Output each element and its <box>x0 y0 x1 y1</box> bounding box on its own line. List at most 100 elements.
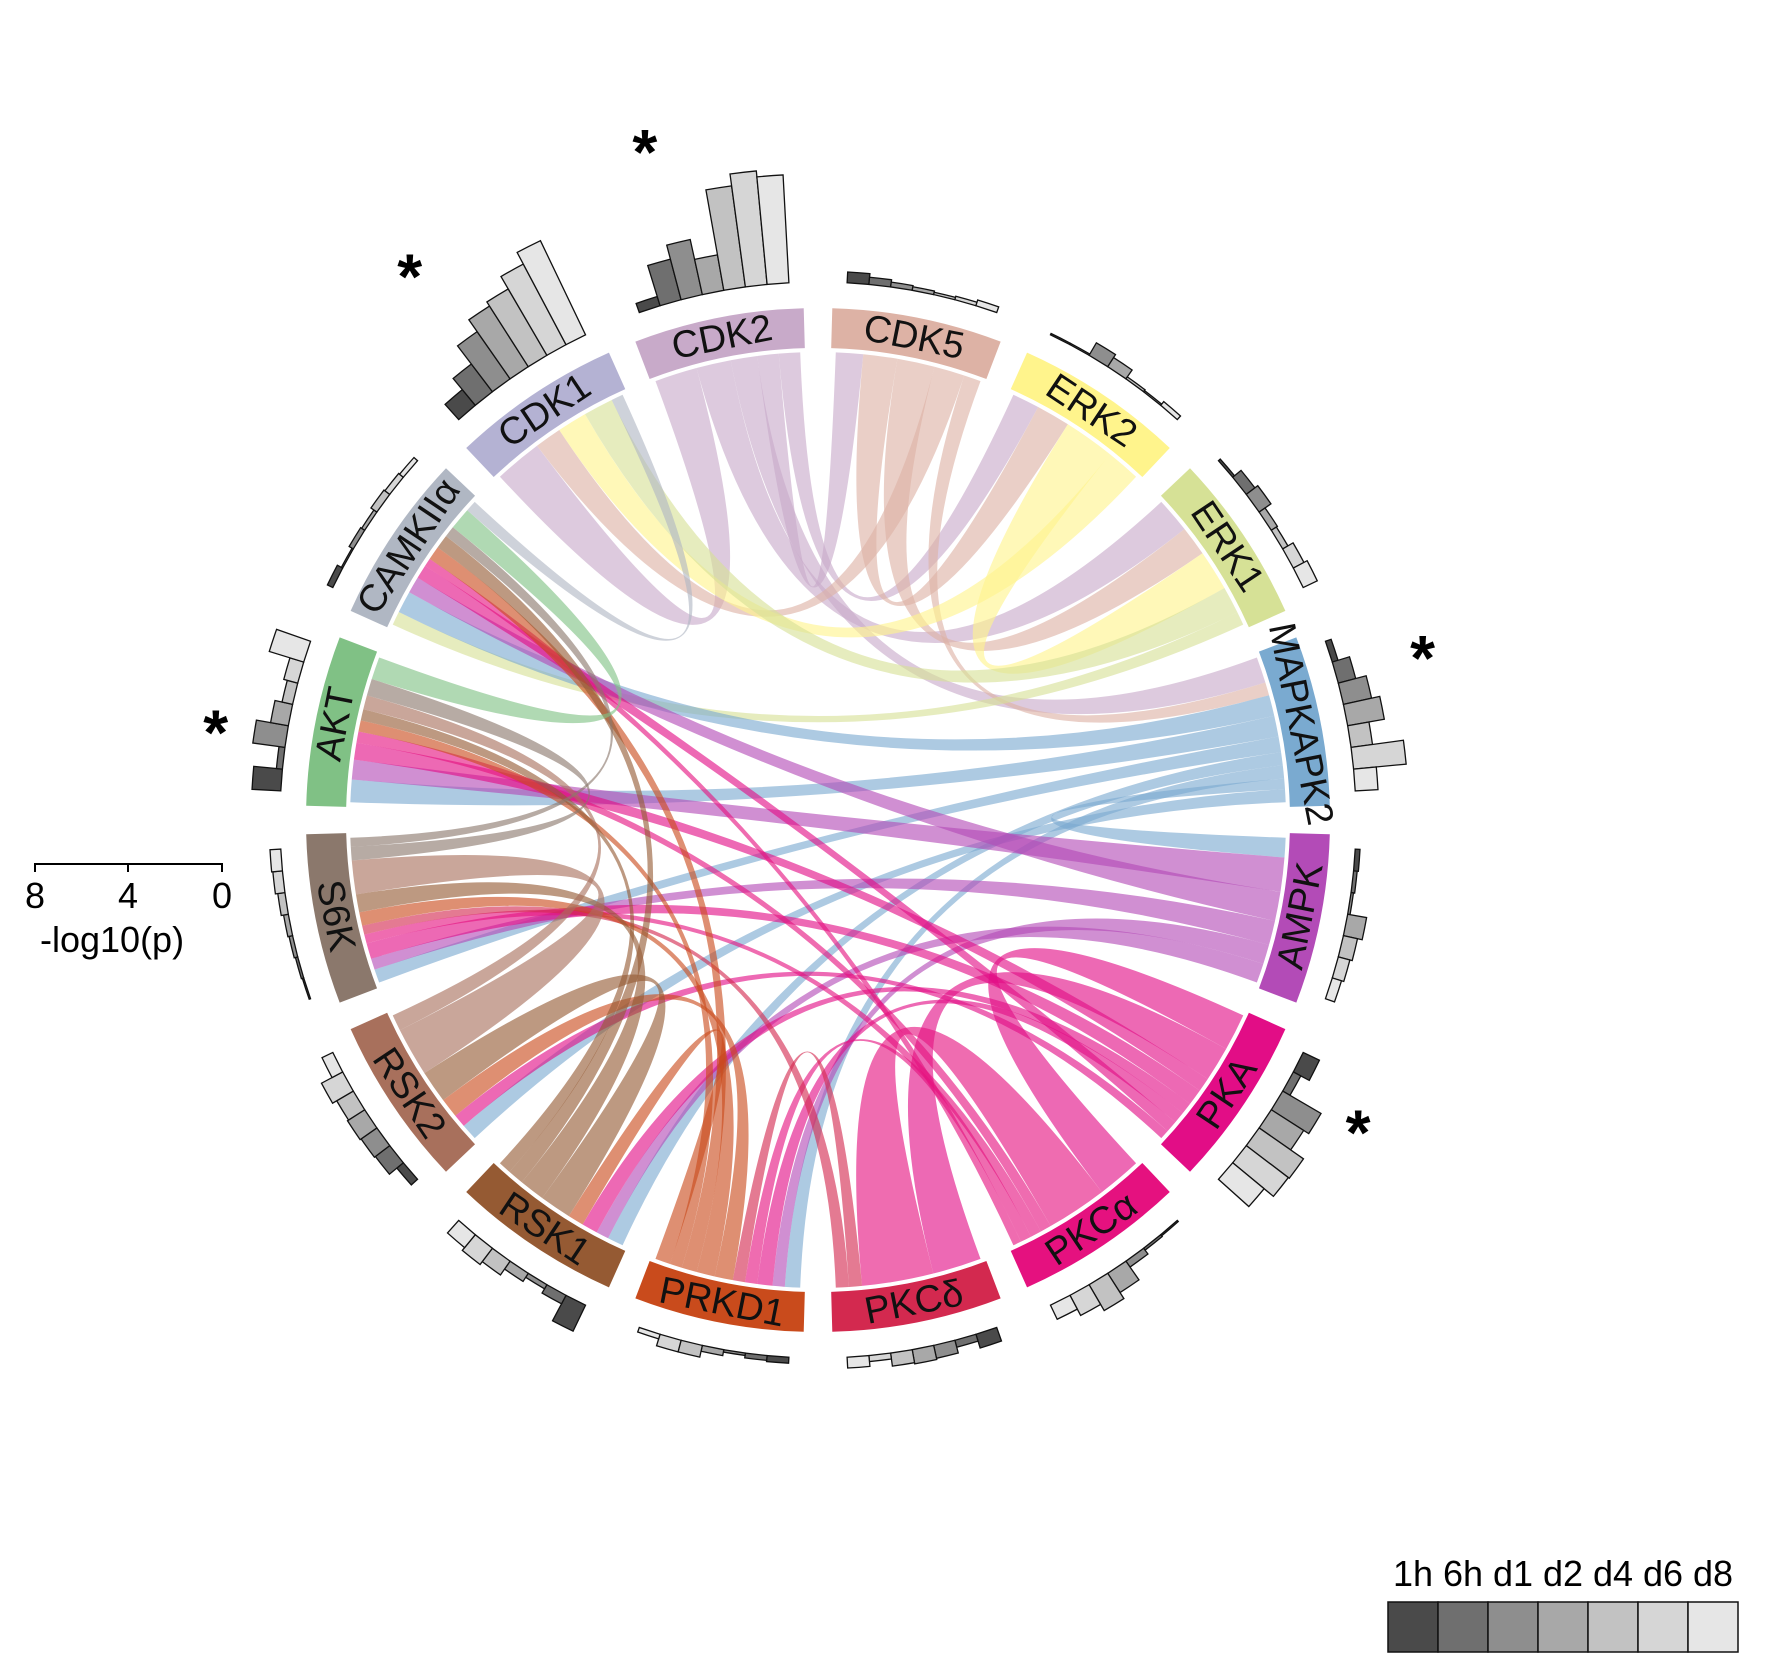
timecourse-bar <box>846 1354 871 1369</box>
chord-link <box>350 715 1279 806</box>
timecourse-bar <box>1125 1247 1149 1268</box>
timecourse-bar <box>765 1354 790 1364</box>
timecourse-bar <box>1350 739 1407 770</box>
chord-link <box>351 854 605 1074</box>
timecourse-bar <box>911 286 936 296</box>
time-legend: 1h 6h d1 d2 d4 d6 d8 <box>1387 1553 1739 1653</box>
timecourse-bar <box>340 547 355 569</box>
timecourse-bar <box>1125 375 1146 393</box>
timecourse-bar <box>326 564 344 589</box>
timecourse-bar <box>1159 1219 1180 1237</box>
timecourse-bar <box>446 1219 477 1249</box>
timecourse-bar <box>277 891 290 917</box>
timecourse-bar <box>1324 977 1343 1003</box>
chord-link <box>499 368 731 625</box>
legend-label: d6 <box>1643 1553 1683 1594</box>
sector-arc <box>466 352 626 478</box>
sector-label: AKT <box>308 684 364 765</box>
timecourse-bar <box>846 271 871 286</box>
timecourse-bar <box>275 745 286 770</box>
timecourse-bar <box>1350 870 1358 894</box>
timecourse-bar <box>635 295 661 314</box>
timecourse-bar <box>269 848 284 873</box>
timecourse-bar <box>744 1352 768 1362</box>
timecourse-bar <box>975 299 1000 314</box>
sector-arc <box>350 1012 476 1172</box>
legend-swatch <box>1687 1601 1739 1653</box>
chord-link <box>424 974 666 1217</box>
chord-link <box>537 366 965 617</box>
chord-link <box>374 736 1282 983</box>
timecourse-bar <box>868 276 893 288</box>
legend-label: d4 <box>1593 1553 1633 1594</box>
chord-link <box>856 354 1068 607</box>
timecourse-bars: * * * * * <box>203 116 1435 1369</box>
chord-link <box>351 759 1285 892</box>
timecourse-bar <box>868 1352 893 1363</box>
chord-link <box>559 414 1137 638</box>
sector-arc <box>1258 833 1330 1003</box>
timecourse-bar <box>954 1333 979 1349</box>
timecourse-bar <box>384 472 405 496</box>
chord-link <box>856 1026 1102 1286</box>
legend-label: d8 <box>1693 1553 1733 1594</box>
pvalue-axis: 8 4 0 -log10(p) <box>25 863 232 960</box>
timecourse-bar <box>756 174 790 286</box>
sector-arc <box>306 833 378 1003</box>
chord-link <box>732 1051 863 1287</box>
timecourse-bar <box>636 1326 661 1340</box>
timecourse-bar <box>1346 891 1355 916</box>
timecourse-bar <box>1217 458 1236 479</box>
sector-arc <box>306 637 378 807</box>
timecourse-bar <box>975 1326 1003 1349</box>
timecourse-bar <box>954 295 978 307</box>
timecourse-bar <box>1049 332 1072 346</box>
axis-tick-label: 0 <box>212 875 232 916</box>
legend-label: d2 <box>1543 1553 1583 1594</box>
chord-link <box>443 994 749 1281</box>
chord-link <box>928 375 1270 723</box>
timecourse-bar <box>268 628 312 663</box>
chord-link <box>596 926 1264 1239</box>
timecourse-bar <box>370 489 391 513</box>
chord-link <box>568 1029 726 1264</box>
chord-links <box>350 352 1286 1288</box>
timecourse-bar <box>294 956 305 980</box>
chord-link <box>757 352 864 588</box>
timecourse-bar <box>932 1339 960 1360</box>
legend-swatch <box>1537 1601 1589 1653</box>
sector-arc <box>466 1162 626 1288</box>
timecourse-bar <box>281 679 299 706</box>
chord-link <box>417 565 1176 1132</box>
significance-star: * <box>1346 1097 1371 1169</box>
chord-link <box>350 679 590 861</box>
chord-link <box>409 577 1281 921</box>
timecourse-bar <box>524 1272 548 1290</box>
timecourse-bar <box>1352 848 1361 873</box>
sector-arc <box>1010 352 1170 478</box>
timecourse-bar <box>1069 342 1091 357</box>
timecourse-bar <box>1049 1294 1079 1321</box>
chord-link <box>371 510 622 724</box>
timecourse-bar <box>398 456 419 479</box>
timecourse-bar <box>321 1051 344 1079</box>
chord-link <box>778 352 1039 601</box>
timecourse-bar <box>360 509 378 532</box>
timecourse-bar <box>932 291 957 301</box>
sector-arc <box>831 1260 1001 1332</box>
sector-arc <box>635 308 805 380</box>
legend-label: 1h <box>1393 1553 1433 1594</box>
timecourse-bar <box>551 1294 587 1333</box>
significance-star: * <box>632 116 657 188</box>
timecourse-bar <box>1217 1161 1266 1208</box>
legend-swatch <box>1487 1601 1539 1653</box>
chord-link <box>883 358 1203 651</box>
legend-swatch <box>1637 1601 1689 1653</box>
timecourse-bar <box>1337 934 1359 962</box>
timecourse-bar <box>348 526 366 550</box>
timecourse-bar <box>700 1344 725 1357</box>
timecourse-bar <box>1270 526 1289 550</box>
timecourse-bar <box>1281 1071 1302 1097</box>
timecourse-bar <box>1346 721 1374 749</box>
